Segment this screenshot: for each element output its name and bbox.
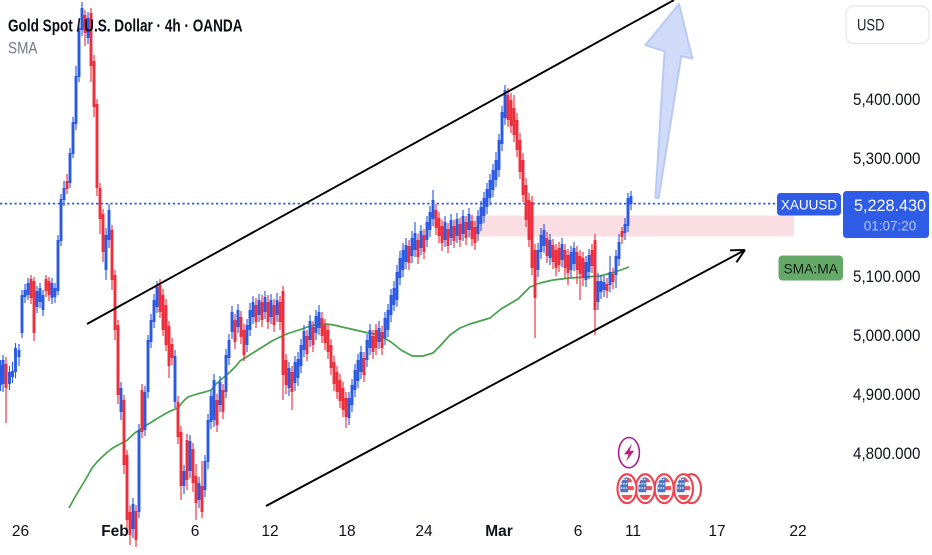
- svg-text:Mar: Mar: [485, 523, 513, 540]
- svg-text:11: 11: [625, 523, 641, 540]
- svg-text:5,400.000: 5,400.000: [853, 91, 921, 109]
- svg-text:USD: USD: [857, 16, 885, 35]
- svg-text:22: 22: [789, 523, 806, 540]
- svg-text:18: 18: [338, 523, 355, 540]
- svg-text:Feb: Feb: [101, 523, 129, 540]
- svg-text:01:07:20: 01:07:20: [864, 219, 917, 234]
- svg-text:4,800.000: 4,800.000: [853, 445, 921, 463]
- svg-text:SMA:MA: SMA:MA: [783, 262, 838, 277]
- svg-text:4,900.000: 4,900.000: [853, 386, 921, 404]
- svg-text:26: 26: [12, 523, 29, 540]
- svg-text:SMA: SMA: [8, 39, 38, 58]
- svg-text:5,100.000: 5,100.000: [853, 268, 921, 286]
- svg-text:5,228.430: 5,228.430: [854, 197, 926, 215]
- svg-text:5,300.000: 5,300.000: [853, 150, 921, 168]
- svg-text:17: 17: [708, 523, 725, 540]
- svg-text:Gold Spot / U.S. Dollar · 4h ·: Gold Spot / U.S. Dollar · 4h · OANDA: [8, 16, 243, 36]
- svg-text:XAUUSD: XAUUSD: [781, 198, 838, 213]
- svg-text:6: 6: [191, 523, 200, 540]
- svg-text:12: 12: [261, 523, 278, 540]
- svg-text:5,000.000: 5,000.000: [853, 327, 921, 345]
- svg-text:24: 24: [415, 523, 433, 540]
- svg-text:6: 6: [574, 523, 583, 540]
